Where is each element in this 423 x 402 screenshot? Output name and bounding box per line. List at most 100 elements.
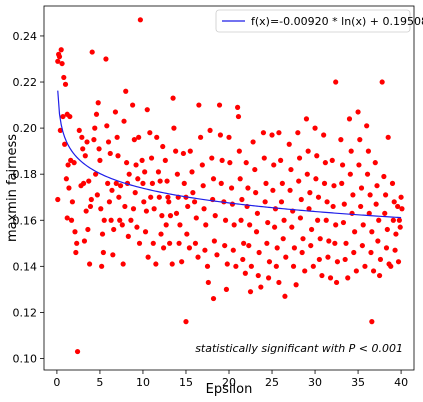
data-point [89,49,95,55]
data-point [80,180,87,186]
data-point [205,279,211,286]
data-point [306,206,312,212]
data-point [368,249,374,256]
data-point [113,180,119,186]
y-tick-label: 0.18 [13,168,38,181]
data-point [101,217,107,223]
data-point [122,203,128,210]
data-point [180,150,186,157]
data-point [173,148,179,154]
data-point [309,226,315,233]
data-point [248,263,254,269]
data-point [165,194,171,200]
data-point [111,226,117,233]
data-point [109,187,115,193]
data-point [71,160,77,166]
data-point [358,185,365,191]
data-point [395,259,402,265]
data-point [316,256,322,263]
data-point [290,263,297,269]
data-point [198,134,204,140]
data-point [237,176,243,182]
data-point [144,107,150,113]
data-point [79,134,85,140]
data-point [253,190,259,196]
data-point [389,180,396,186]
data-point [366,210,372,216]
data-point [83,208,89,214]
data-point [68,217,75,223]
data-point [74,348,81,355]
data-point [339,162,346,168]
data-point [169,261,175,267]
data-point [364,123,370,129]
data-point [360,222,366,228]
data-point [96,146,102,152]
data-point [167,213,174,219]
data-point [223,286,230,292]
data-point [176,240,182,246]
data-point [201,206,207,212]
data-point [59,60,65,67]
data-point [69,199,75,205]
data-point [58,47,64,53]
legend-box [215,9,411,33]
data-point [60,113,66,120]
data-point [347,171,353,177]
data-point [247,289,254,295]
data-point [369,229,375,235]
data-point [210,295,217,302]
data-point [353,268,359,274]
data-point [332,240,338,246]
data-point [164,178,170,184]
data-point [55,58,61,64]
data-point [184,231,190,237]
data-point [246,242,252,249]
data-point [351,249,357,256]
legend-label: f(x)=-0.00920 * ln(x) + 0.19508 [251,15,423,28]
data-point [313,176,319,182]
data-point [150,240,156,246]
data-point [125,233,131,239]
data-point [382,210,388,216]
data-point [84,139,90,145]
data-point [312,125,318,131]
data-point [396,217,402,223]
data-point [258,284,264,290]
data-point [327,275,334,281]
data-point [174,171,180,177]
data-point [142,169,148,175]
data-point [133,162,139,168]
data-point [278,157,284,163]
data-point [302,268,308,274]
data-point [242,270,248,276]
data-point [397,224,403,230]
x-tick-label: 0 [53,376,60,389]
data-point [72,229,78,235]
data-point [255,272,261,279]
data-point [291,245,297,251]
data-point [308,242,314,249]
data-point [222,242,228,249]
x-tick-label: 10 [136,376,150,389]
data-point [147,130,153,136]
data-point [108,217,114,223]
data-point [191,199,198,205]
data-point [395,203,401,210]
data-point [66,185,72,191]
y-tick-label: 0.10 [13,352,38,365]
data-point [314,153,320,159]
data-point [203,222,209,228]
data-point [131,137,137,143]
data-point [298,196,304,203]
data-point [333,79,339,85]
data-point [326,238,332,244]
data-point [126,171,132,177]
data-point [98,206,104,212]
data-point [132,190,138,196]
significance-annotation: statistically significant with P < 0.001 [195,342,403,355]
data-point [324,199,330,205]
data-point [226,134,232,140]
data-point [170,95,176,101]
data-point [300,236,306,242]
